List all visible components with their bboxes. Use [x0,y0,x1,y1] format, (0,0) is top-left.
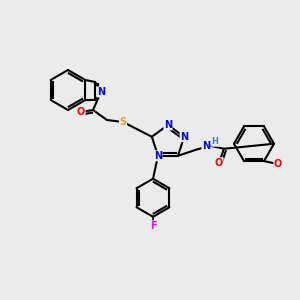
Text: S: S [119,117,127,127]
Text: N: N [97,87,105,97]
Text: O: O [77,107,85,117]
Text: O: O [274,159,282,169]
Text: O: O [215,158,223,168]
Text: F: F [150,221,156,231]
Text: N: N [154,151,162,161]
Text: N: N [180,132,188,142]
Text: N: N [164,120,172,130]
Text: H: H [212,137,218,146]
Text: N: N [202,141,210,151]
